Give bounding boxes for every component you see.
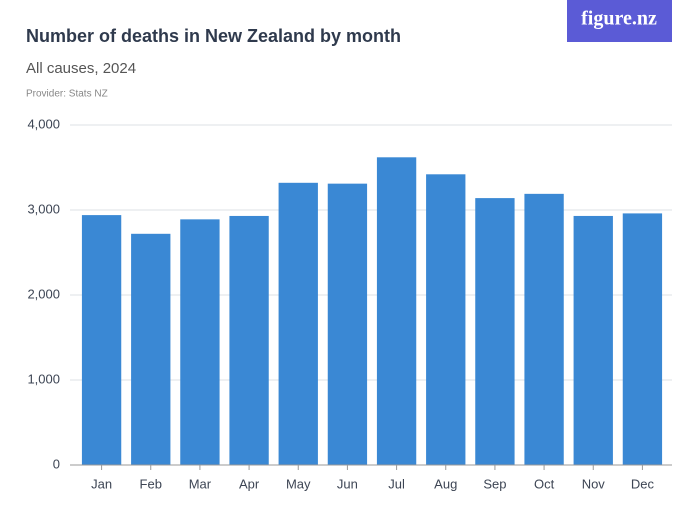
bar: [573, 215, 613, 465]
bar: [524, 193, 564, 465]
x-tick-label: Feb: [140, 476, 162, 491]
bar: [81, 215, 122, 465]
bar: [229, 215, 269, 465]
chart-title: Number of deaths in New Zealand by month: [26, 26, 401, 46]
x-tick-label: Jan: [91, 476, 112, 491]
x-tick-label: Jun: [337, 476, 358, 491]
bar: [475, 198, 515, 465]
x-tick-label: Nov: [582, 476, 606, 491]
y-tick-label: 0: [53, 456, 60, 471]
bar: [376, 157, 417, 466]
bar: [180, 219, 220, 465]
bar: [131, 233, 171, 465]
chart-subtitle: All causes, 2024: [26, 60, 136, 77]
bar: [327, 183, 368, 465]
y-tick-label: 2,000: [27, 286, 60, 301]
x-tick-label: Dec: [631, 476, 655, 491]
x-tick-label: Apr: [239, 476, 260, 491]
bar: [426, 174, 466, 466]
source: Provider: Stats NZ: [26, 89, 108, 100]
x-tick-label: Aug: [434, 476, 457, 491]
x-tick-label: Jul: [388, 476, 405, 491]
x-tick-label: Oct: [534, 476, 555, 491]
bar: [278, 182, 318, 466]
x-tick-label: May: [286, 476, 311, 491]
y-tick-label: 4,000: [27, 116, 60, 131]
logo-box: [567, 0, 672, 42]
logo: figure.nz: [581, 8, 657, 30]
bar: [622, 213, 663, 465]
x-tick-label: Sep: [483, 476, 506, 491]
y-tick-label: 1,000: [27, 371, 60, 386]
y-tick-label: 3,000: [27, 201, 60, 216]
x-tick-label: Mar: [189, 476, 212, 491]
